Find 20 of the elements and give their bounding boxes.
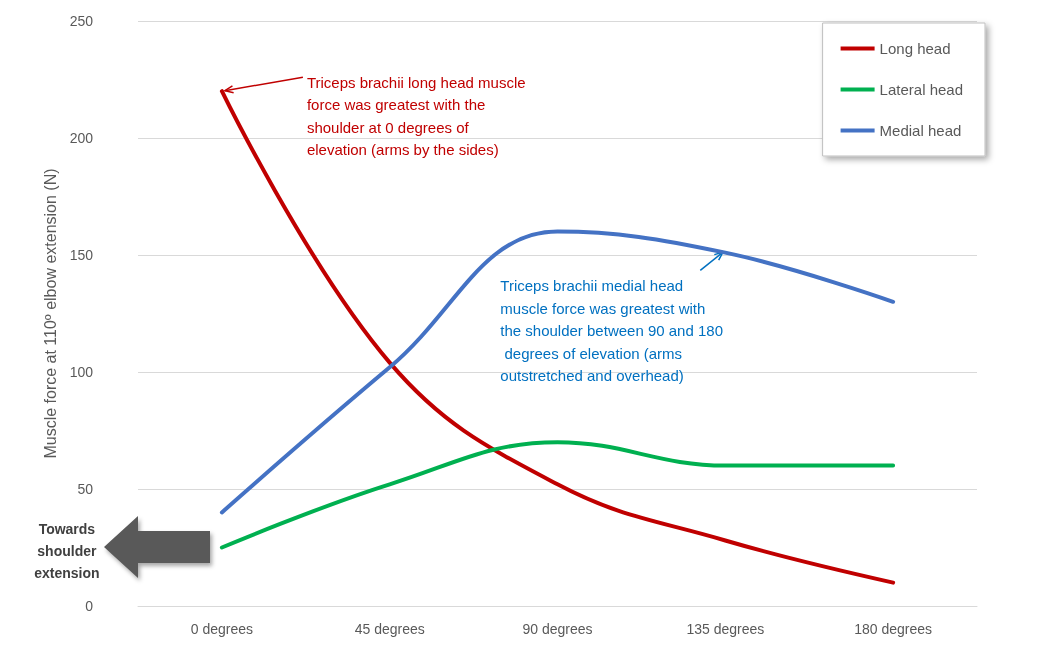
y-axis-title: Muscle force at 110º elbow extension (N) [42, 168, 60, 459]
legend-label: Medial head [879, 122, 962, 139]
legend-label: Lateral head [879, 81, 964, 98]
y-tick-label: 200 [69, 130, 94, 146]
x-tick-label: 135 degrees [686, 621, 765, 637]
legend-label: Long head [879, 40, 951, 57]
line-series [219, 229, 896, 515]
y-tick-label: 250 [69, 13, 94, 29]
text: Towards shoulder extension [34, 521, 100, 581]
y-tick-label: 100 [69, 364, 94, 380]
annotation: Triceps brachii long head muscle force was greatest with the shoulder at 0 degrees of elevation (arms by the sides) [306, 73, 530, 159]
y-tick-label: 0 [85, 598, 94, 614]
y-tick-label: 150 [69, 247, 94, 263]
line-series [219, 440, 896, 550]
annotation: Triceps brachii medial head muscle force was greatest with the shoulder between 90 and 180 degrees of elevation (arms outstretched and overhead) [500, 277, 723, 385]
x-tick-label: 180 degrees [854, 621, 933, 637]
x-tick-label: 45 degrees [354, 621, 425, 637]
y-tick-label: 50 [77, 481, 94, 497]
x-tick-label: 90 degrees [522, 621, 593, 637]
x-tick-label: 0 degrees [190, 621, 254, 637]
